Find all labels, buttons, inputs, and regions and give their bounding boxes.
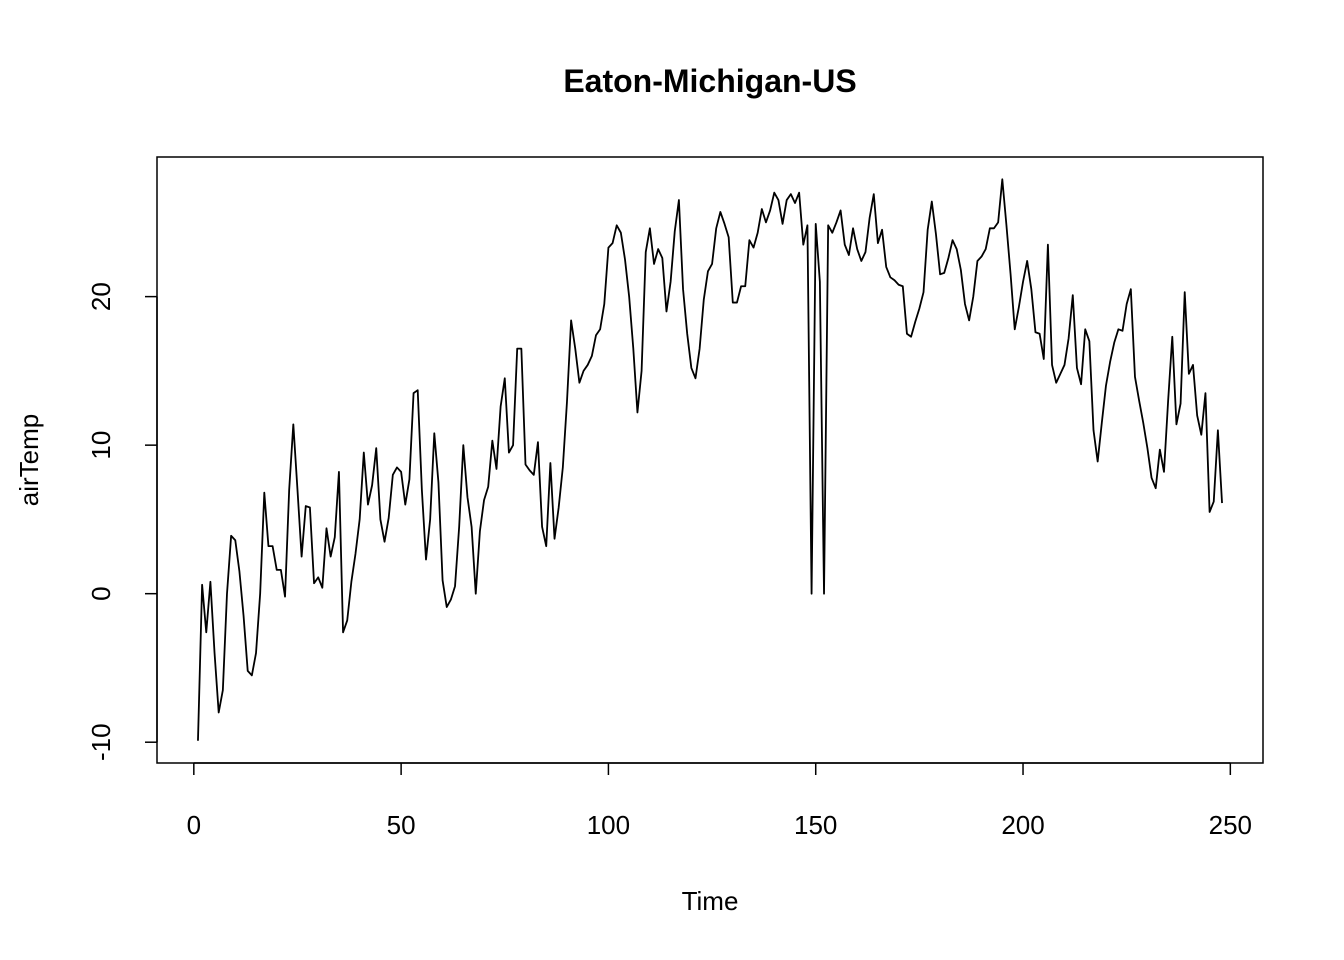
x-axis-label: Time [682,886,739,916]
chart-title: Eaton-Michigan-US [563,63,856,99]
data-line [197,178,1223,741]
x-tick-label: 100 [587,810,630,840]
y-axis-label: airTemp [14,414,44,506]
x-tick-label: 150 [794,810,837,840]
x-tick-label: 200 [1001,810,1044,840]
y-tick-label: 20 [86,282,116,311]
y-tick-label: -10 [86,723,116,761]
y-tick-label: 10 [86,431,116,460]
x-tick-label: 250 [1209,810,1252,840]
y-tick-label: 0 [86,586,116,600]
x-tick-label: 50 [387,810,416,840]
x-tick-label: 0 [187,810,201,840]
